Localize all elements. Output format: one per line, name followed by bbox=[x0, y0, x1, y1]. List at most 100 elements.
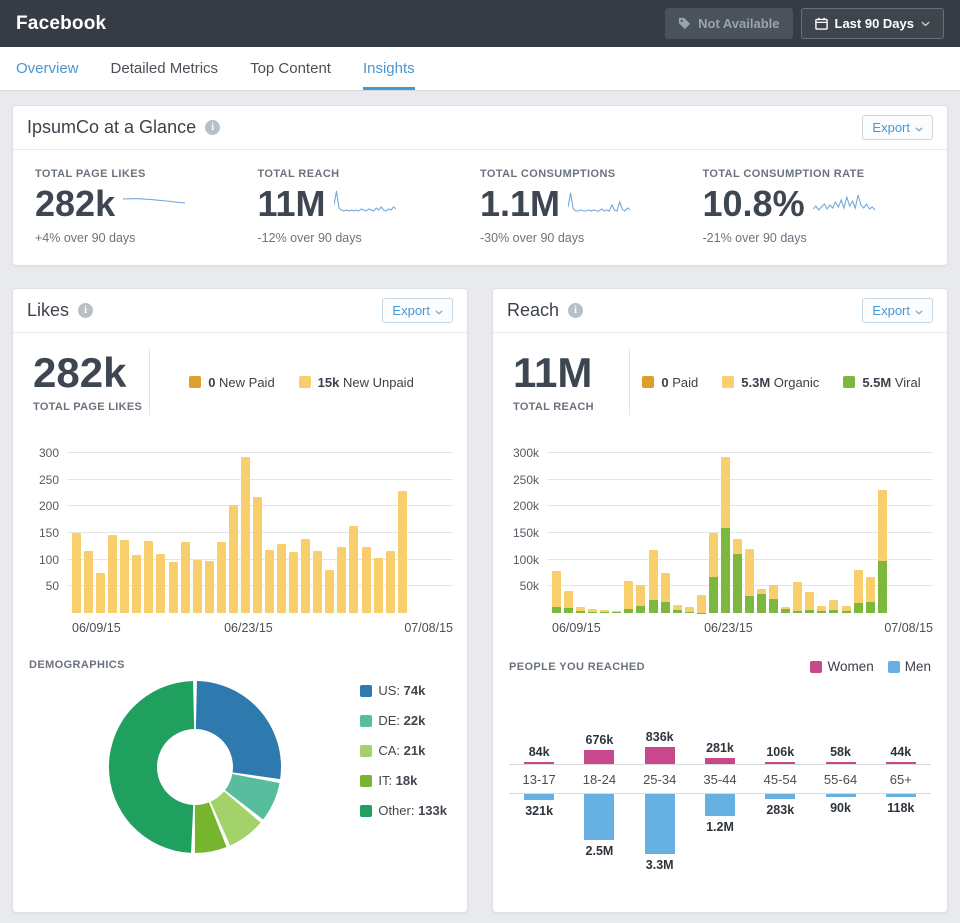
info-icon[interactable]: i bbox=[205, 120, 221, 135]
main-content: IpsumCo at a Glance i Export TOTAL PAGE … bbox=[0, 91, 960, 923]
bar bbox=[289, 551, 299, 613]
divider bbox=[629, 349, 630, 415]
bar bbox=[265, 550, 274, 613]
tab-bar: Overview Detailed Metrics Top Content Insig… bbox=[0, 47, 960, 91]
tab-insights[interactable]: Insights bbox=[362, 47, 415, 90]
age-group-label: 45-54 bbox=[763, 771, 797, 787]
organic-segment bbox=[817, 606, 827, 611]
legend-item: 5.3M Organic bbox=[722, 375, 819, 390]
bar bbox=[397, 490, 407, 613]
donut-segment bbox=[210, 791, 261, 846]
legend-item: 15k New Unpaid bbox=[298, 375, 414, 390]
glance-export-button[interactable]: Export bbox=[862, 115, 933, 140]
info-icon[interactable]: i bbox=[568, 303, 584, 318]
bar bbox=[313, 551, 323, 613]
stacked-bar bbox=[829, 600, 839, 613]
likes-legend: 0 New Paid 15k New Unpaid bbox=[150, 375, 453, 390]
age-group-label: 65+ bbox=[889, 771, 912, 787]
stacked-bar bbox=[793, 581, 803, 613]
age-band-row: 13-17 18-24 25-34 35-44 45-54 55-64 65+ bbox=[509, 764, 931, 794]
viral-segment bbox=[612, 611, 622, 613]
info-icon[interactable]: i bbox=[78, 303, 94, 318]
donut-segment bbox=[108, 681, 195, 853]
glance-metric: TOTAL CONSUMPTIONS 1.1M -30% over 90 days bbox=[480, 168, 703, 245]
stacked-bar bbox=[708, 533, 718, 613]
viral-segment bbox=[624, 608, 634, 613]
legend-swatch bbox=[298, 376, 311, 388]
men-value-label: 1.2M bbox=[706, 819, 734, 834]
demographics-label: DEMOGRAPHICS bbox=[29, 659, 125, 671]
bar bbox=[192, 559, 202, 613]
gridline bbox=[547, 532, 933, 533]
organic-segment bbox=[564, 590, 574, 608]
gridline bbox=[547, 505, 933, 507]
organic-segment bbox=[684, 606, 694, 612]
tab-detailed-metrics[interactable]: Detailed Metrics bbox=[110, 60, 219, 77]
women-bar bbox=[704, 758, 735, 764]
likes-export-button[interactable]: Export bbox=[382, 298, 453, 323]
stacked-bar bbox=[805, 591, 815, 613]
reach-export-button[interactable]: Export bbox=[862, 298, 933, 323]
stacked-bar bbox=[781, 606, 791, 613]
metric-delta: -30% over 90 days bbox=[480, 231, 585, 245]
viral-segment bbox=[696, 612, 706, 613]
reach-card: Reach i Export 11M TOTAL REACH 0 Paid 5.3… bbox=[492, 288, 948, 913]
men-cell: 2.5M bbox=[569, 794, 629, 894]
men-legend-item: Men bbox=[887, 659, 931, 674]
date-range-button[interactable]: Last 90 Days bbox=[800, 8, 944, 39]
tab-top-content[interactable]: Top Content bbox=[250, 60, 331, 77]
glance-card: IpsumCo at a Glance i Export TOTAL PAGE … bbox=[12, 105, 948, 266]
metric-value-row: 282k bbox=[35, 186, 258, 222]
organic-segment bbox=[648, 550, 658, 600]
viral-segment bbox=[769, 599, 779, 613]
viral-segment bbox=[588, 611, 598, 613]
stacked-bar bbox=[624, 581, 634, 613]
glance-card-title: IpsumCo at a Glance bbox=[27, 117, 197, 137]
viral-segment bbox=[793, 610, 803, 613]
donut-segment bbox=[195, 681, 281, 780]
metric-value: 10.8% bbox=[702, 183, 805, 224]
age-group-label: 55-64 bbox=[823, 771, 858, 787]
metric-sparkline bbox=[123, 187, 186, 220]
organic-segment bbox=[612, 610, 622, 612]
women-cell: 836k bbox=[630, 708, 690, 764]
women-cell: 44k bbox=[871, 708, 931, 764]
reach-total-value: 11M bbox=[513, 348, 593, 396]
date-range-label: Last 90 Days bbox=[834, 16, 915, 31]
viral-segment bbox=[745, 595, 754, 613]
bar-group bbox=[72, 453, 407, 613]
men-bar bbox=[584, 794, 615, 840]
viral-segment bbox=[672, 610, 682, 613]
tab-overview[interactable]: Overview bbox=[16, 60, 79, 77]
bar bbox=[385, 551, 395, 613]
women-cell: 84k bbox=[509, 708, 569, 764]
organic-segment bbox=[745, 549, 754, 596]
bar bbox=[204, 560, 214, 613]
legend-swatch bbox=[189, 376, 202, 388]
organic-segment bbox=[877, 490, 887, 562]
bar bbox=[72, 533, 81, 613]
y-axis-tick: 300 bbox=[38, 446, 59, 460]
y-axis-tick: 100k bbox=[512, 552, 539, 567]
viral-segment bbox=[660, 602, 670, 613]
viral-segment bbox=[732, 554, 742, 613]
legend-swatch bbox=[843, 376, 856, 388]
likes-chart: 300 250 200 150 100 50 06/09/15 06/23/15 07/08/… bbox=[13, 429, 467, 645]
stacked-bar bbox=[769, 585, 779, 613]
viral-segment bbox=[648, 599, 658, 613]
reach-total-label: TOTAL REACH bbox=[513, 400, 594, 413]
women-bar bbox=[644, 747, 675, 764]
likes-total-value: 282k bbox=[33, 348, 127, 396]
y-axis-tick: 200k bbox=[512, 499, 539, 514]
not-available-button[interactable]: Not Available bbox=[665, 8, 793, 39]
x-axis-tick: 06/23/15 bbox=[704, 621, 753, 635]
reach-card-title: Reach bbox=[507, 300, 560, 320]
men-value-label: 283k bbox=[766, 803, 795, 818]
women-value-label: 106k bbox=[766, 744, 795, 759]
women-bar bbox=[765, 761, 796, 764]
viral-segment bbox=[817, 610, 827, 613]
bar bbox=[252, 497, 262, 613]
bar bbox=[84, 551, 94, 613]
viral-segment bbox=[757, 593, 767, 613]
women-cell: 58k bbox=[810, 708, 870, 764]
